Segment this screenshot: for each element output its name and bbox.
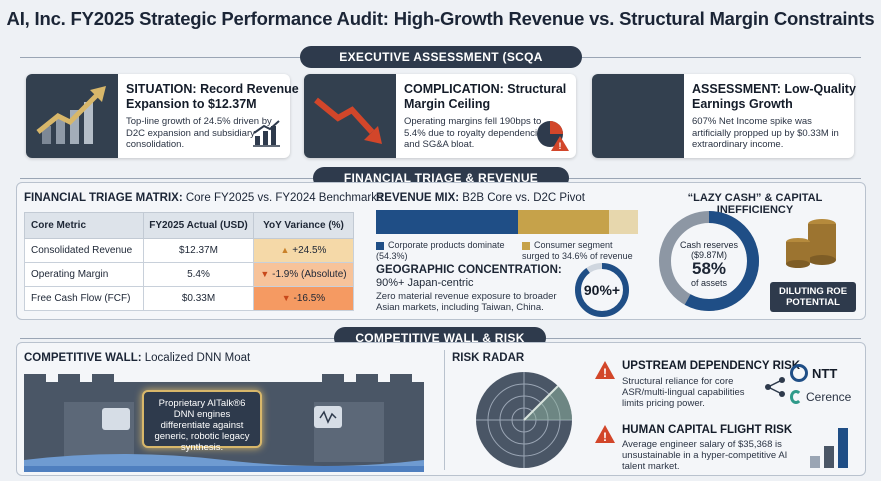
ntt-logo-icon	[790, 364, 808, 382]
assessment-text: 607% Net Income spike was artificially p…	[692, 116, 839, 150]
triage-table: Core Metric FY2025 Actual (USD) YoY Vari…	[24, 212, 354, 311]
table-header-row: Core Metric FY2025 Actual (USD) YoY Vari…	[24, 212, 354, 239]
metric-cell: Operating Margin	[24, 262, 144, 287]
d2c-legend: Consumer segment surged to 34.6% of reve…	[522, 240, 633, 261]
down-triangle-icon: ▼	[281, 293, 291, 303]
risk-radar-title: RISK RADAR	[452, 352, 525, 364]
down-triangle-icon: ▼	[260, 269, 270, 279]
variance-cell: ▲ +24.5%	[253, 238, 354, 263]
revenue-mix-title: REVENUE MIX: B2B Core vs. D2C Pivot	[376, 192, 585, 204]
actual-cell: $12.37M	[143, 238, 254, 263]
competitive-title: COMPETITIVE WALL: Localized DNN Moat	[24, 352, 251, 364]
b2b-legend: Corporate products dominate (54.3%)	[376, 240, 505, 261]
variance-cell: ▼ -16.5%	[253, 286, 354, 311]
svg-text:!: !	[603, 366, 607, 380]
variance-cell: ▼ -1.9% (Absolute)	[253, 262, 354, 287]
warning-icon: !	[595, 361, 615, 380]
legend-swatch	[376, 241, 384, 250]
revenue-mix-bar	[376, 210, 638, 234]
geo-title: GEOGRAPHIC CONCENTRATION:	[376, 264, 562, 276]
table-row: Operating Margin 5.4% ▼ -1.9% (Absolute)	[24, 262, 354, 287]
upstream-risk-title: UPSTREAM DEPENDENCY RISK	[622, 360, 801, 372]
decline-arrow-icon	[304, 74, 396, 158]
table-row: Consolidated Revenue $12.37M ▲ +24.5%	[24, 238, 354, 263]
complication-card: COMPLICATION: Structural Margin Ceiling …	[304, 74, 576, 158]
situation-text: Top-line growth of 24.5% driven by D2C e…	[126, 116, 272, 150]
geo-text: Zero material revenue exposure to broade…	[376, 291, 557, 313]
human-capital-risk-text: Average engineer salary of $35,368 is un…	[622, 439, 788, 472]
pie-warning-icon: !	[537, 121, 569, 151]
cash-amount: ($9.87M)	[690, 250, 727, 260]
up-triangle-icon: ▲	[280, 245, 290, 255]
assessment-card: ASSESSMENT: Low-Quality Earnings Growth …	[592, 74, 856, 158]
cerence-logo: Cerence	[790, 390, 851, 404]
triage-title: FINANCIAL TRIAGE MATRIX: Core FY2025 vs.…	[24, 192, 383, 204]
situation-title: SITUATION: Record Revenue Expansion to $…	[126, 82, 299, 111]
coin-stack-icon	[786, 219, 836, 268]
cash-donut	[659, 211, 759, 311]
actual-cell: $0.33M	[143, 286, 254, 311]
svg-text:!: !	[559, 141, 562, 151]
actual-cell: 5.4%	[143, 262, 254, 287]
geo-donut: 90%+	[575, 263, 629, 317]
bar-growth-icon	[253, 120, 280, 147]
column-header: YoY Variance (%)	[253, 212, 354, 239]
svg-text:!: !	[603, 430, 607, 444]
geo-subtitle: 90%+ Japan-centric	[376, 277, 474, 289]
ntt-logo: NTT	[790, 364, 837, 382]
lazy-cash-title: “LAZY CASH” & CAPITAL INEFFICIENCY	[687, 192, 823, 216]
cash-label: Cash reserves	[679, 240, 739, 250]
legend-swatch	[522, 241, 530, 250]
complication-title: COMPLICATION: Structural Margin Ceiling	[404, 82, 567, 111]
radar-icon	[476, 372, 573, 468]
human-capital-risk-title: HUMAN CAPITAL FLIGHT RISK	[622, 424, 793, 436]
table-row: Free Cash Flow (FCF) $0.33M ▼ -16.5%	[24, 286, 354, 311]
complication-text: Operating margins fell 190bps to 5.4% du…	[404, 116, 548, 150]
column-header: Core Metric	[24, 212, 144, 239]
dnn-moat-callout: Proprietary AITalk®6 DNN engines differe…	[142, 390, 262, 453]
cash-percent: 58%	[691, 259, 727, 278]
panel-divider	[444, 350, 445, 470]
growth-chart-icon	[26, 74, 118, 158]
warning-icon: !	[595, 425, 615, 444]
other-segment	[608, 210, 638, 234]
b2b-segment	[376, 210, 519, 234]
page-title: AI, Inc. FY2025 Strategic Performance Au…	[6, 8, 875, 29]
geo-value: 90%+	[584, 282, 620, 298]
column-header: FY2025 Actual (USD)	[143, 212, 254, 239]
upstream-risk-text: Structural reliance for core ASR/multi-l…	[622, 376, 745, 409]
cash-of-assets: of assets	[690, 278, 728, 288]
metric-cell: Free Cash Flow (FCF)	[24, 286, 144, 311]
cerence-logo-icon	[790, 390, 802, 404]
network-share-icon	[765, 377, 785, 397]
salary-bar-icon	[810, 428, 848, 468]
assessment-icon	[592, 74, 684, 158]
d2c-segment	[518, 210, 609, 234]
assessment-title: ASSESSMENT: Low-Quality Earnings Growth	[692, 82, 856, 111]
situation-card: SITUATION: Record Revenue Expansion to $…	[26, 74, 299, 158]
diluting-roe-badge: DILUTING ROE POTENTIAL	[770, 282, 856, 312]
metric-cell: Consolidated Revenue	[24, 238, 144, 263]
